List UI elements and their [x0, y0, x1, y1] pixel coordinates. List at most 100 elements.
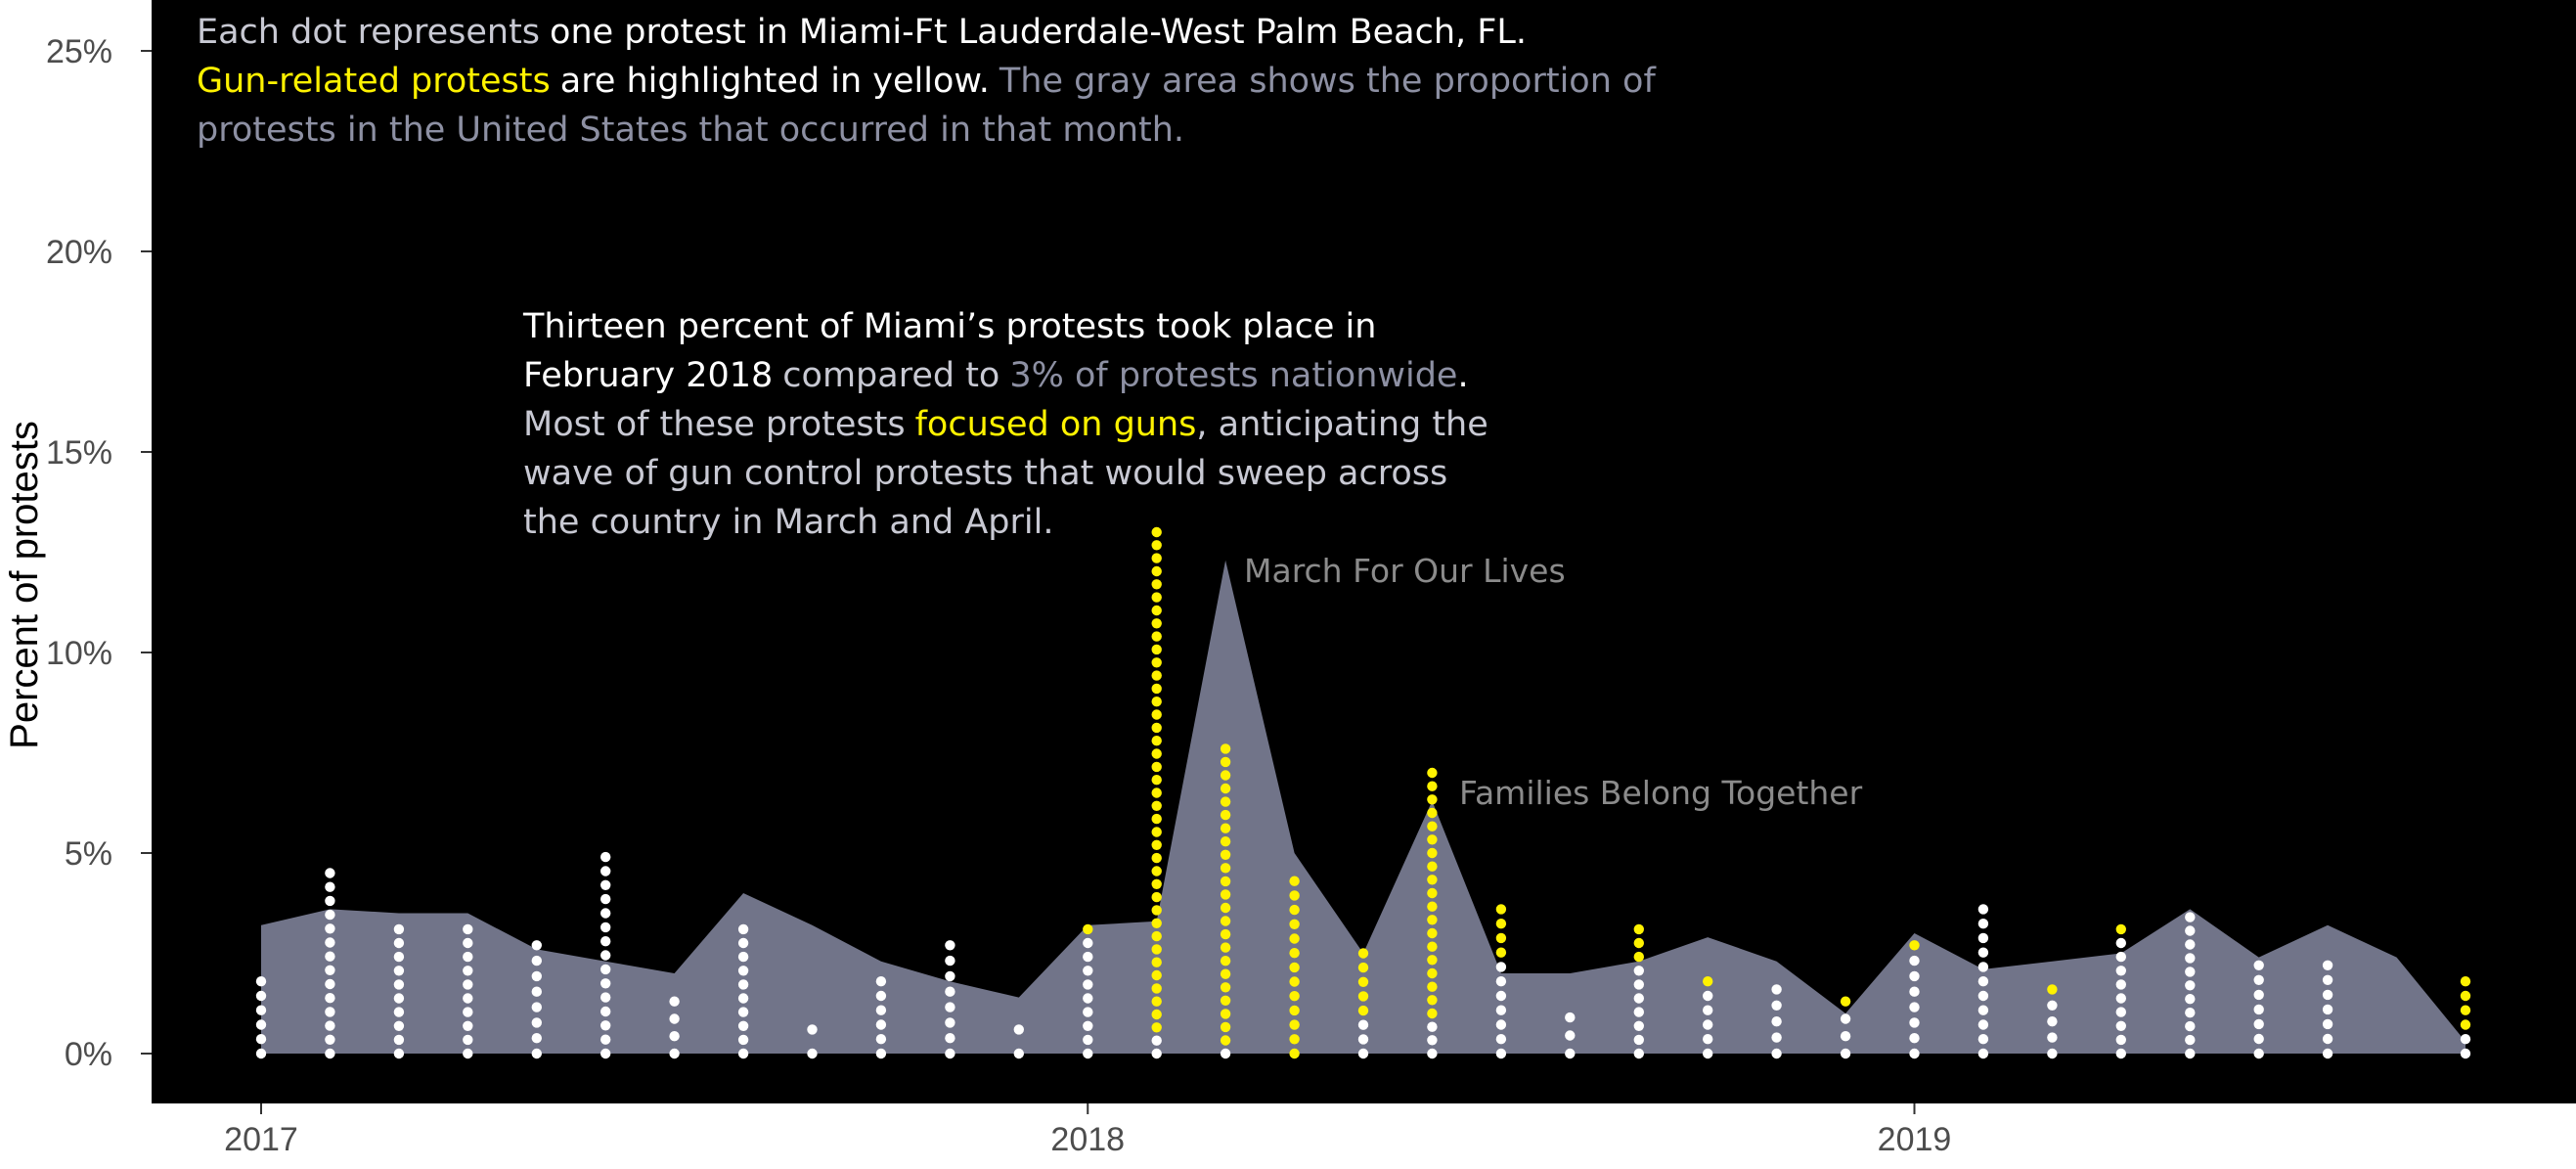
gun-protest-dot — [1427, 807, 1438, 819]
gun-protest-dot — [1151, 813, 1162, 825]
gun-protest-dot — [1220, 889, 1231, 900]
gun-protest-dot — [1151, 1009, 1162, 1020]
protest-dot — [1840, 1048, 1851, 1059]
protest-dot — [1151, 1048, 1162, 1059]
gun-protest-dot — [1151, 748, 1162, 759]
feb-part-b: February 2018 — [523, 356, 773, 395]
protest-dot — [875, 1048, 887, 1059]
feb-part-d: 3% of protests nationwide — [1009, 356, 1457, 395]
protest-dot — [875, 1005, 887, 1015]
protest-dot — [1703, 1005, 1713, 1015]
gun-protest-dot — [1151, 605, 1162, 616]
protest-dot — [1840, 1031, 1851, 1042]
protest-dot — [2115, 966, 2126, 976]
feb-note-line-3: Most of these protests focused on guns, a… — [523, 405, 1488, 444]
gun-protest-dot — [1427, 781, 1438, 791]
protest-dot — [325, 1034, 335, 1046]
protest-dot — [600, 1020, 611, 1031]
gun-protest-dot — [1220, 756, 1231, 768]
gun-protest-dot — [1151, 918, 1162, 928]
protest-dot — [463, 1048, 473, 1059]
protest-dot — [1495, 1019, 1507, 1030]
protest-dot — [325, 993, 335, 1004]
protest-dot — [1771, 1048, 1782, 1059]
gun-protest-dot — [1427, 821, 1438, 832]
protest-dot — [325, 923, 335, 934]
gun-protest-dot — [1151, 944, 1162, 955]
gun-protest-dot — [1151, 631, 1162, 642]
protest-dot — [325, 965, 335, 975]
gun-protest-dot — [1427, 847, 1438, 859]
feb-note-line-1: Thirteen percent of Miami’s protests too… — [522, 307, 1376, 346]
protest-dot — [2322, 1033, 2333, 1045]
gun-protest-dot — [1220, 1021, 1231, 1033]
protest-dot — [945, 1033, 955, 1044]
protest-dot — [600, 908, 611, 919]
gun-protest-dot — [1427, 915, 1438, 925]
gun-protest-dot — [1289, 991, 1300, 1002]
gun-protest-dot — [1427, 981, 1438, 992]
gun-protest-dot — [1151, 957, 1162, 967]
protest-dot — [2460, 1048, 2471, 1059]
protest-dot — [600, 936, 611, 947]
protest-dot — [393, 1007, 405, 1017]
protest-dot — [669, 996, 680, 1007]
gun-protest-dot — [1151, 839, 1162, 850]
gun-protest-dot — [1151, 775, 1162, 786]
protest-dot — [1771, 1032, 1782, 1043]
protest-dot — [1977, 1005, 1989, 1015]
protest-dot — [945, 1017, 955, 1028]
protest-dot — [531, 1033, 542, 1044]
gun-protest-dot — [1151, 526, 1162, 538]
gun-protest-dot — [1289, 1048, 1300, 1059]
intro-line-1: Each dot represents one protest in Miami-… — [197, 13, 1527, 52]
annotation-march-for-our-lives: March For Our Lives — [1244, 552, 1566, 590]
protest-dot — [255, 976, 267, 987]
gun-protest-dot — [1151, 1022, 1162, 1033]
protest-dot — [1703, 1019, 1713, 1030]
protest-dot — [807, 1024, 818, 1035]
protest-dot — [2253, 1048, 2264, 1059]
protest-dot — [737, 979, 749, 990]
gun-protest-dot — [1840, 996, 1851, 1007]
gun-protest-dot — [2460, 976, 2471, 987]
protest-dot — [2185, 1048, 2196, 1059]
protest-dot — [1977, 1034, 1989, 1045]
gun-protest-dot — [1220, 770, 1231, 781]
protest-dot — [531, 1048, 542, 1059]
protest-dot — [255, 1005, 267, 1015]
protest-dot — [393, 937, 405, 949]
gun-protest-dot — [1220, 968, 1231, 979]
gun-protest-dot — [1151, 722, 1162, 734]
protest-dot — [1495, 1005, 1507, 1015]
protest-dot — [737, 1020, 749, 1032]
x-tick-label: 2019 — [1878, 1121, 1952, 1158]
intro-line-2: Gun-related protests are highlighted in y… — [197, 62, 1656, 101]
protest-dot — [325, 895, 335, 907]
protest-dot — [2115, 951, 2126, 963]
protest-dot — [945, 955, 955, 967]
protest-dot — [1977, 976, 1989, 987]
protest-dot — [463, 1034, 473, 1046]
protest-dot — [2460, 1034, 2471, 1045]
protest-dot — [463, 993, 473, 1004]
protest-dot — [1013, 1048, 1025, 1059]
protest-dot — [2115, 1020, 2126, 1032]
protest-dot — [393, 951, 405, 963]
gun-protest-dot — [1220, 902, 1231, 914]
protest-dot — [1083, 937, 1093, 949]
gun-protest-dot — [1220, 942, 1231, 953]
gun-protest-dot — [1357, 962, 1369, 973]
gun-protest-dot — [1289, 962, 1300, 973]
gun-protest-dot — [1289, 948, 1300, 959]
gun-protest-dot — [1289, 904, 1300, 916]
gun-protest-dot — [1289, 876, 1300, 886]
protest-dot — [2185, 1008, 2196, 1018]
protest-dot — [600, 978, 611, 989]
gun-protest-dot — [1289, 1019, 1300, 1030]
gun-protest-dot — [1633, 923, 1645, 935]
protest-dot — [325, 1048, 335, 1059]
gun-protest-dot — [1151, 930, 1162, 942]
protest-dot — [2115, 1048, 2126, 1059]
protest-dot — [2047, 1000, 2058, 1011]
